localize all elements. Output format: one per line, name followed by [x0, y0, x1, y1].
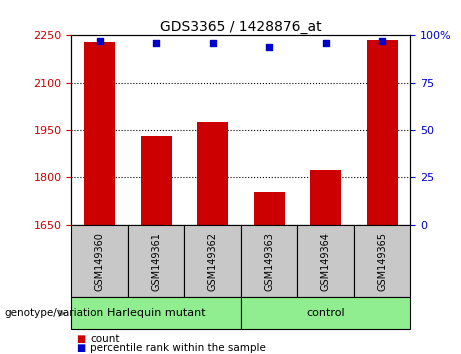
Text: GSM149362: GSM149362 — [207, 232, 218, 291]
Text: Harlequin mutant: Harlequin mutant — [107, 308, 206, 318]
Text: GSM149365: GSM149365 — [377, 232, 387, 291]
Text: GSM149361: GSM149361 — [151, 232, 161, 291]
Text: ■: ■ — [76, 334, 85, 344]
Bar — [197, 122, 228, 225]
Point — [378, 38, 386, 44]
Point — [266, 44, 273, 50]
Title: GDS3365 / 1428876_at: GDS3365 / 1428876_at — [160, 21, 322, 34]
Text: genotype/variation: genotype/variation — [5, 308, 104, 318]
Text: count: count — [90, 334, 119, 344]
Bar — [310, 170, 341, 225]
Bar — [141, 136, 171, 225]
Text: GSM149364: GSM149364 — [320, 232, 331, 291]
Text: ■: ■ — [76, 343, 85, 353]
Point — [322, 40, 329, 46]
Text: GSM149360: GSM149360 — [95, 232, 105, 291]
Bar — [254, 192, 284, 225]
Point — [96, 38, 103, 44]
Bar — [84, 42, 115, 225]
Text: control: control — [306, 308, 345, 318]
Text: percentile rank within the sample: percentile rank within the sample — [90, 343, 266, 353]
Point — [209, 40, 216, 46]
Bar — [366, 40, 397, 225]
Point — [153, 40, 160, 46]
Text: GSM149363: GSM149363 — [264, 232, 274, 291]
